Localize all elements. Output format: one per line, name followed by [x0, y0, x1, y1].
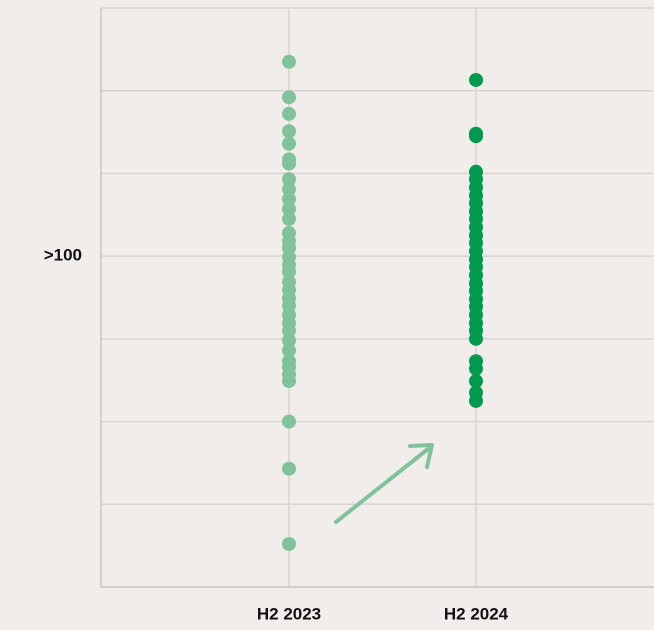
dot — [282, 461, 296, 476]
x-tick-label: H2 2024 — [444, 604, 509, 623]
arrow-shaft — [334, 447, 430, 524]
dot — [282, 136, 296, 151]
dot — [469, 72, 483, 87]
trend-arrow — [334, 443, 434, 524]
dot — [282, 192, 296, 207]
dot — [282, 201, 296, 216]
dot — [282, 211, 296, 226]
dot — [282, 172, 296, 187]
dot — [282, 536, 296, 551]
dot — [282, 414, 296, 429]
dot — [469, 361, 483, 376]
arrow-head — [408, 443, 434, 469]
dot — [469, 393, 483, 408]
dot — [469, 331, 483, 346]
dot — [282, 124, 296, 139]
dot — [469, 129, 483, 144]
dot — [282, 343, 296, 358]
dot — [282, 156, 296, 171]
dot — [282, 264, 296, 279]
dot — [282, 106, 296, 121]
dot — [282, 90, 296, 105]
y-tick-label: >100 — [44, 246, 82, 265]
dot — [282, 323, 296, 338]
dot — [282, 374, 296, 389]
dot — [282, 182, 296, 197]
x-tick-label: H2 2023 — [257, 604, 321, 623]
dot — [282, 54, 296, 69]
dot — [469, 374, 483, 389]
dot — [282, 333, 296, 348]
